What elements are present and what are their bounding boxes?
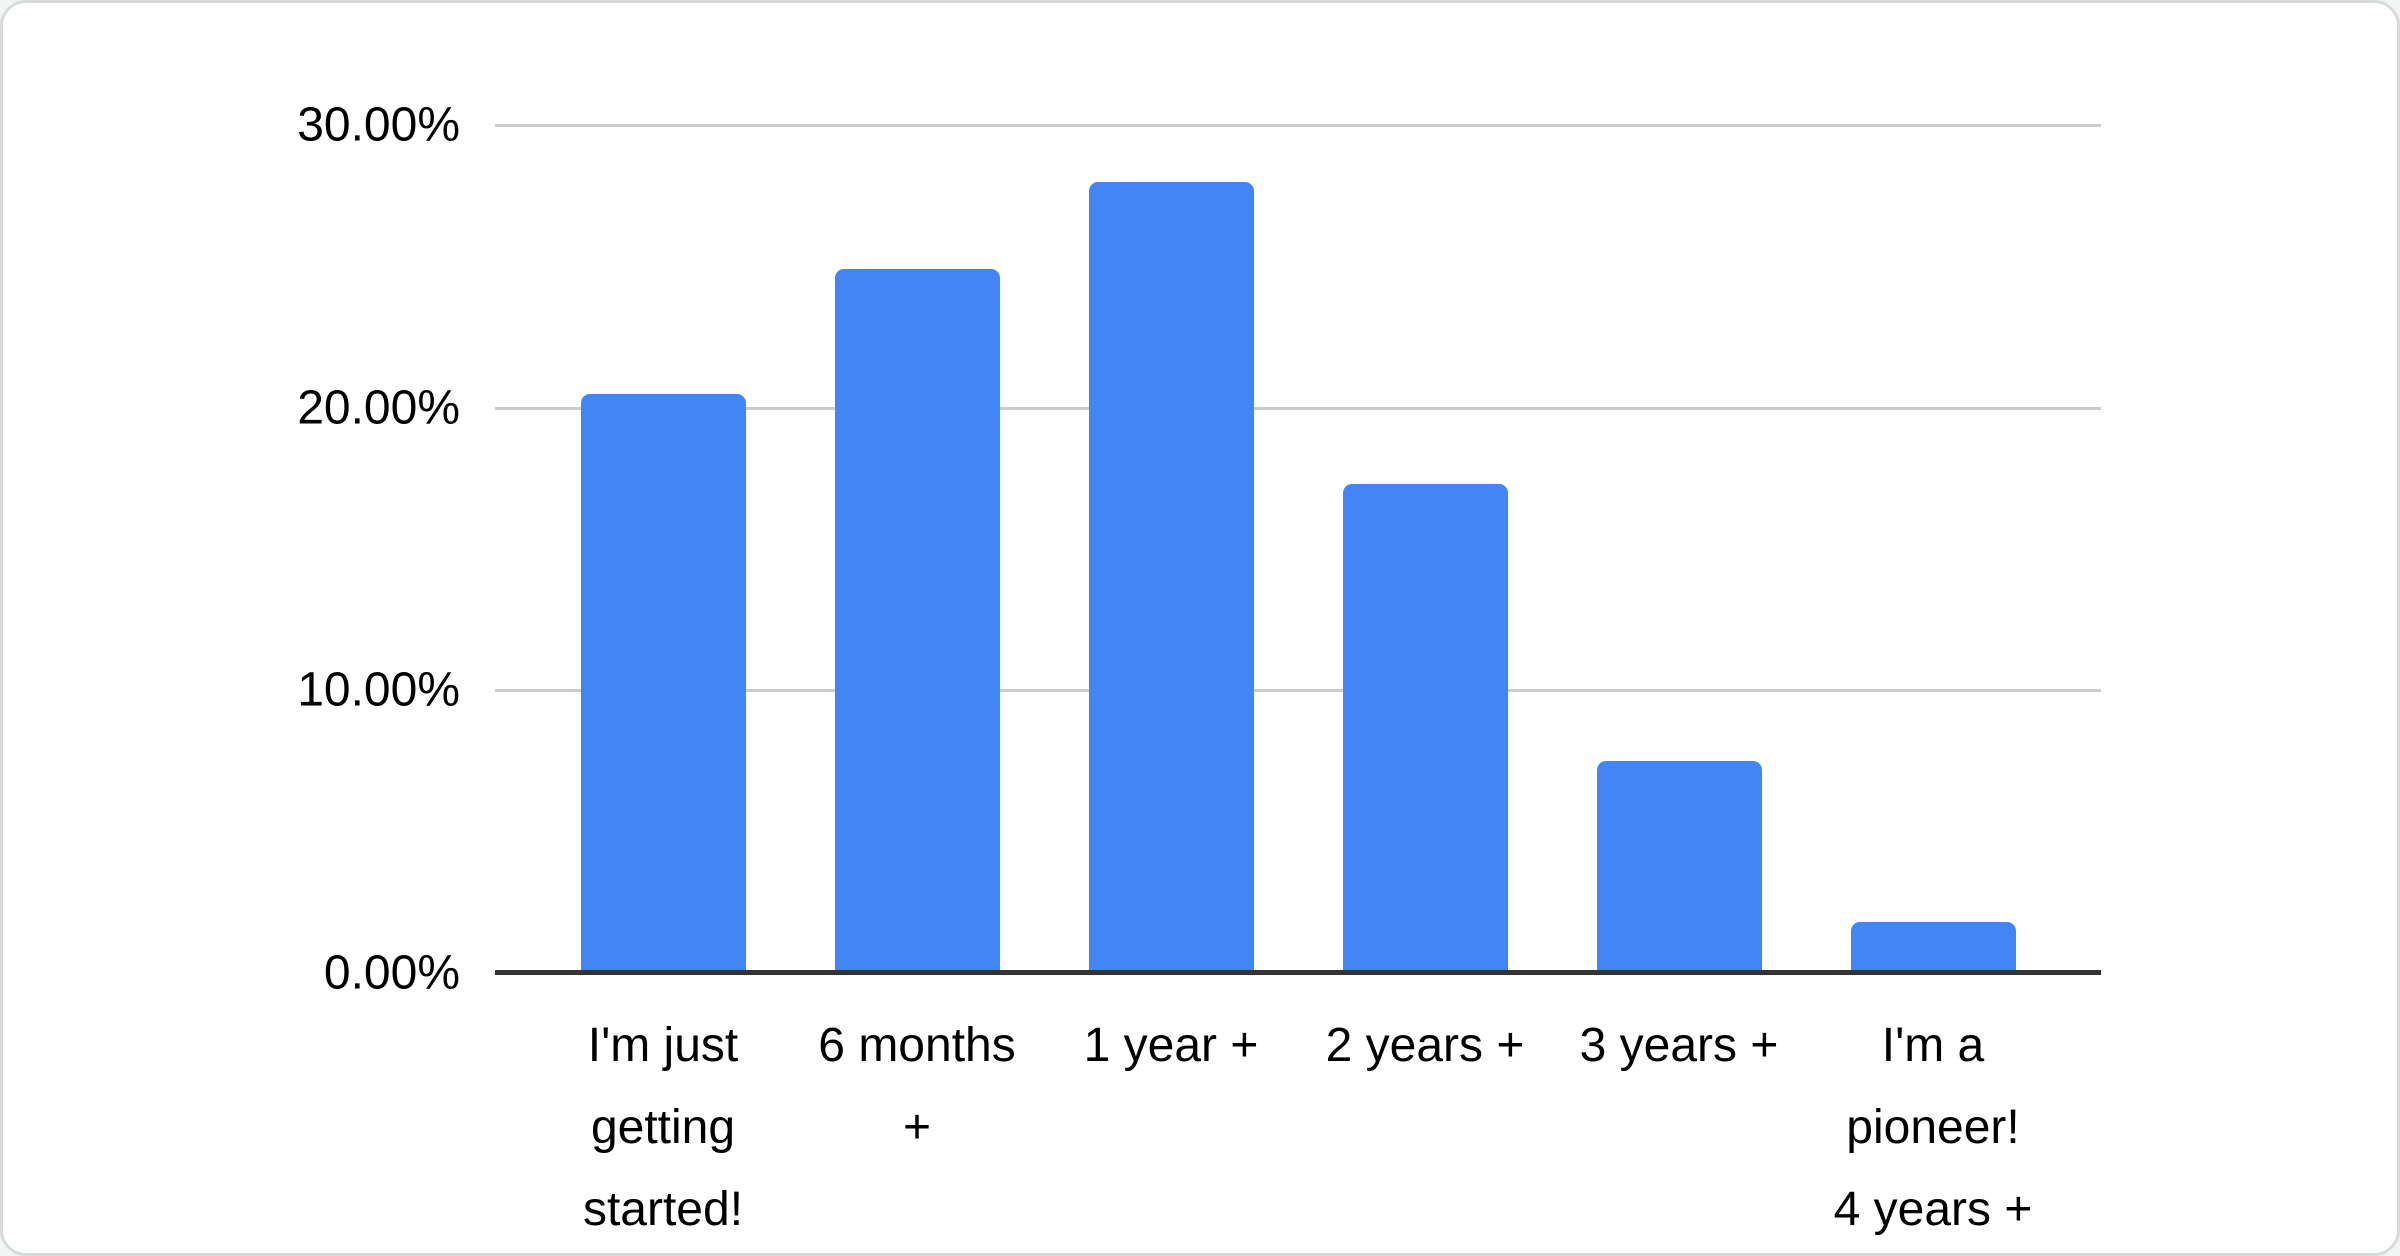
x-axis-category-label: 1 year +	[1083, 1019, 1259, 1072]
x-axis-category-label: I'm just getting started!	[582, 1019, 744, 1236]
x-axis-category-label: I'm a pioneer! 4 years +	[1833, 1019, 2033, 1236]
gridline	[495, 406, 2101, 410]
x-axis-category-label: 6 months +	[818, 1019, 1016, 1154]
bar-slot	[536, 125, 790, 973]
x-axis-category-label: 2 years +	[1325, 1019, 1525, 1072]
bar-slot	[1552, 125, 1806, 973]
x-axis-line	[495, 970, 2101, 975]
y-axis-tick-label: 20.00%	[297, 381, 460, 435]
bar-chart: 30.00% 20.00% 10.00% 0.00% I'm just getting s…	[3, 3, 2397, 1253]
x-axis-category-label: 3 years +	[1579, 1019, 1779, 1072]
plot-area	[495, 124, 2101, 975]
bar-slot	[1044, 125, 1298, 973]
bar	[834, 269, 1000, 973]
y-axis-tick-label: 0.00%	[323, 946, 460, 1000]
gridline	[495, 689, 2101, 693]
gridline	[495, 124, 2101, 127]
y-axis-tick-label: 10.00%	[297, 663, 460, 717]
x-axis-labels: I'm just getting started! 6 months + 1 year +…	[536, 1005, 2060, 1251]
y-axis-tick-label: 30.00%	[297, 98, 460, 152]
bar-series	[536, 125, 2060, 973]
bar	[1088, 181, 1254, 973]
bar-slot	[1298, 125, 1552, 973]
bar	[1342, 484, 1508, 973]
bar-slot	[1806, 125, 2060, 973]
bar-slot	[790, 125, 1044, 973]
bar	[1596, 761, 1762, 973]
bar	[580, 393, 746, 973]
bar	[1850, 922, 2016, 973]
